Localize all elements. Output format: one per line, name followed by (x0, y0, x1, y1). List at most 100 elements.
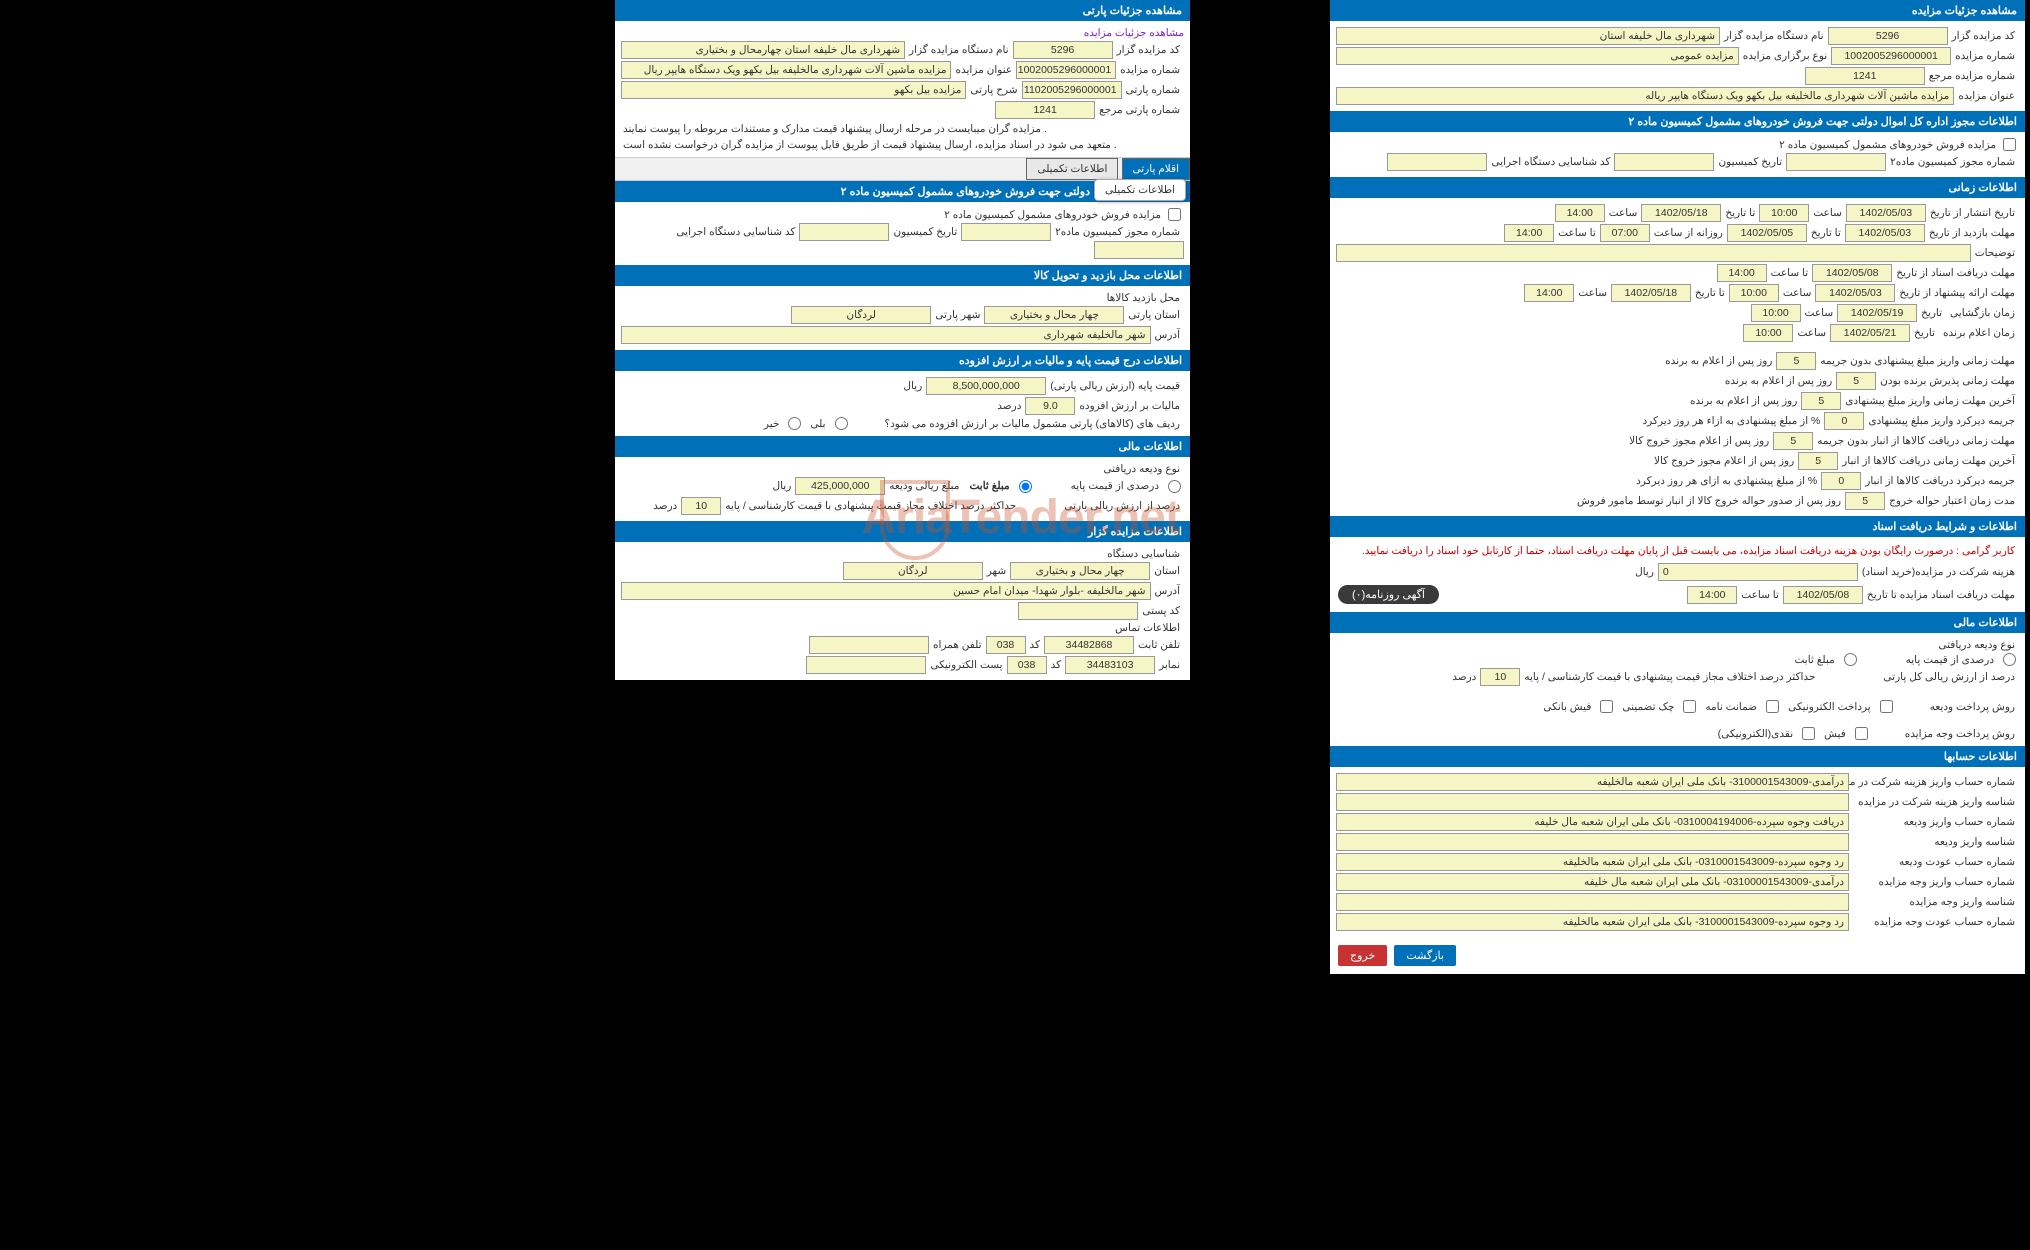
yes-radio[interactable] (835, 417, 848, 430)
to-time-label-2: تا ساعت (1767, 267, 1813, 279)
winner-date-field: 1402/05/21 (1830, 324, 1910, 342)
open-date-field: 1402/05/19 (1837, 304, 1917, 322)
l-party-desc-field: مزایده بیل بکهو (621, 81, 966, 99)
l-code-field: 5296 (1013, 41, 1113, 59)
acc5-label: شماره حساب عودت ودیعه (1849, 856, 2019, 868)
guarantee-label: ضمانت نامه (1699, 701, 1763, 713)
l-permit-field[interactable] (961, 223, 1051, 241)
watermark-shield-icon (880, 480, 950, 560)
num-label: شماره مزایده (1951, 50, 2019, 62)
auction-details-panel: مشاهده جزئیات مزایده کد مزایده گزار 5296… (1330, 0, 2025, 974)
section-financial-header: اطلاعات مالی (1330, 612, 2025, 633)
l-addr-label: آدرس (1151, 329, 1184, 341)
view-auction-link[interactable]: مشاهده جزئیات مزایده (1084, 27, 1184, 39)
permit-label: شماره مجوز کمیسیون ماده۲ (1886, 156, 2019, 168)
dl1-field: 5 (1776, 352, 1816, 370)
l-exec-label: کد شناسایی دستگاه اجرایی (672, 226, 799, 238)
tab-extra[interactable]: اطلاعات تکمیلی (1026, 158, 1118, 180)
tab-items[interactable]: اقلام پارتی (1122, 158, 1191, 180)
time-label-3: ساعت (1779, 287, 1816, 299)
guarantee-checkbox[interactable] (1766, 700, 1779, 713)
party-details-panel: مشاهده جزئیات پارتی مشاهده جزئیات مزایده… (615, 0, 1190, 680)
dl2-label: مهلت زمانی پذیرش برنده بودن (1876, 375, 2019, 387)
l-section-price-header: اطلاعات درج قیمت پایه و مالیات بر ارزش ا… (615, 350, 1190, 371)
commission-chk-label: مزایده فروش خودروهای مشمول کمیسیون ماده … (1775, 139, 2000, 151)
l-province-field: چهار محال و بختیاری (984, 306, 1124, 324)
dl7-field: 0 (1821, 472, 1861, 490)
l-exec-field[interactable] (1094, 241, 1184, 259)
code-label: کد مزایده گزار (1948, 30, 2019, 42)
desc-field[interactable] (1336, 244, 1971, 262)
back-button[interactable]: بازگشت (1394, 945, 1456, 966)
pay-method-label: روش پرداخت ودیعه (1926, 701, 2019, 713)
acc7-label: شناسه واریز وجه مزایده (1849, 896, 2019, 908)
visit-from-label: مهلت بازدید از تاریخ (1925, 227, 2019, 239)
exec-field[interactable] (1387, 153, 1487, 171)
acc6-label: شماره حساب واریز وجه مزایده (1849, 876, 2019, 888)
cost-label: هزینه شرکت در مزایده(خرید اسناد) (1858, 566, 2019, 578)
offer-from-label: مهلت ارائه پیشنهاد از تاریخ (1895, 287, 2019, 299)
no-radio[interactable] (788, 417, 801, 430)
acc1-label: شماره حساب واریز هزینه شرکت در مزایده (1849, 776, 2019, 788)
pub-from-field: 1402/05/03 (1846, 204, 1926, 222)
cash-checkbox[interactable] (1802, 727, 1815, 740)
dl6-label: آخرین مهلت زمانی دریافت کالاها از انبار (1838, 455, 2019, 467)
l-commission-checkbox[interactable] (1168, 208, 1181, 221)
l-fax-label: نمابر (1155, 659, 1184, 671)
pub-from-label: تاریخ انتشار از تاریخ (1926, 207, 2019, 219)
dl4-suffix: % از مبلغ پیشنهادی به ازاء هر روز دیرکرد (1638, 415, 1824, 427)
permit-field[interactable] (1786, 153, 1886, 171)
exit-button[interactable]: خروج (1338, 945, 1387, 966)
docs-warning: کاربر گرامی : درصورت رایگان بودن هزینه د… (1336, 541, 2019, 561)
section-commission-header: اطلاعات مجوز اداره کل اموال دولتی جهت فر… (1330, 111, 2025, 132)
cheque-checkbox[interactable] (1683, 700, 1696, 713)
type-field: مزایده عمومی (1336, 47, 1739, 65)
tooltip-extra-info: اطلاعات تکمیلی (1094, 179, 1186, 201)
t2-field: 14:00 (1555, 204, 1605, 222)
newspaper-button[interactable]: آگهی روزنامه(۰) (1338, 585, 1439, 604)
l-province-label: استان پارتی (1124, 309, 1184, 321)
time-label-1: ساعت (1809, 207, 1846, 219)
commission-checkbox[interactable] (2003, 138, 2016, 151)
l-num-label: شماره مزایده (1116, 64, 1184, 76)
section-party-header: مشاهده جزئیات پارتی (615, 0, 1190, 21)
acc2-field (1336, 793, 1849, 811)
dl1-suffix: روز پس از اعلام به برنده (1661, 355, 1776, 367)
open-label: زمان بازگشایی (1946, 307, 2019, 319)
t3-field: 07:00 (1600, 224, 1650, 242)
l-a-province-label: استان (1150, 565, 1184, 577)
cost-field: 0 (1658, 563, 1858, 581)
l-section-financial-header: اطلاعات مالی (615, 436, 1190, 457)
bank-checkbox[interactable] (1600, 700, 1613, 713)
to-time-label-3: تا ساعت (1737, 589, 1783, 601)
base-pct-radio[interactable] (2003, 653, 2016, 666)
l-num-field: 1002005296000001 (1016, 61, 1116, 79)
l-comm-date-field[interactable] (799, 223, 889, 241)
l-base-pct-radio[interactable] (1168, 480, 1181, 493)
comm-date-field[interactable] (1614, 153, 1714, 171)
diff-label: حداکثر درصد اختلاف مجاز قیمت پیشنهادی با… (1520, 671, 1819, 683)
dl6-suffix: روز پس از اعلام مجوز خروج کالا (1650, 455, 1798, 467)
l-fixed-label: مبلغ ثابت (963, 480, 1015, 492)
l-fixed-radio[interactable] (1019, 480, 1032, 493)
fish-checkbox[interactable] (1855, 727, 1868, 740)
num-field: 1002005296000001 (1831, 47, 1951, 65)
l-party-num-field: 1102005296000001 (1022, 81, 1122, 99)
diff-suffix: درصد (1448, 671, 1480, 683)
l-id-label: شناسایی دستگاه (1103, 548, 1184, 560)
elec-checkbox[interactable] (1880, 700, 1893, 713)
t8-field: 10:00 (1751, 304, 1801, 322)
dl4-label: جریمه دیرکرد واریز مبلغ پیشنهادی (1864, 415, 2019, 427)
l-party-desc-label: شرح پارتی (966, 84, 1021, 96)
visit-to-field: 1402/05/05 (1727, 224, 1807, 242)
fixed-radio[interactable] (1844, 653, 1857, 666)
offer-to-field: 1402/05/18 (1611, 284, 1691, 302)
l-city-label: شهر پارتی (931, 309, 984, 321)
acc8-field: رد وجوه سپرده-3100001543009- بانک ملی ای… (1336, 913, 1849, 931)
l-code-label: کد مزایده گزار (1113, 44, 1184, 56)
open-date-label: تاریخ (1917, 307, 1946, 319)
comm-date-label: تاریخ کمیسیون (1714, 156, 1786, 168)
l-commission-chk-label: مزایده فروش خودروهای مشمول کمیسیون ماده … (940, 209, 1165, 221)
dl8-label: مدت زمان اعتبار حواله خروج (1885, 495, 2019, 507)
pub-to-label: تا تاریخ (1721, 207, 1759, 219)
